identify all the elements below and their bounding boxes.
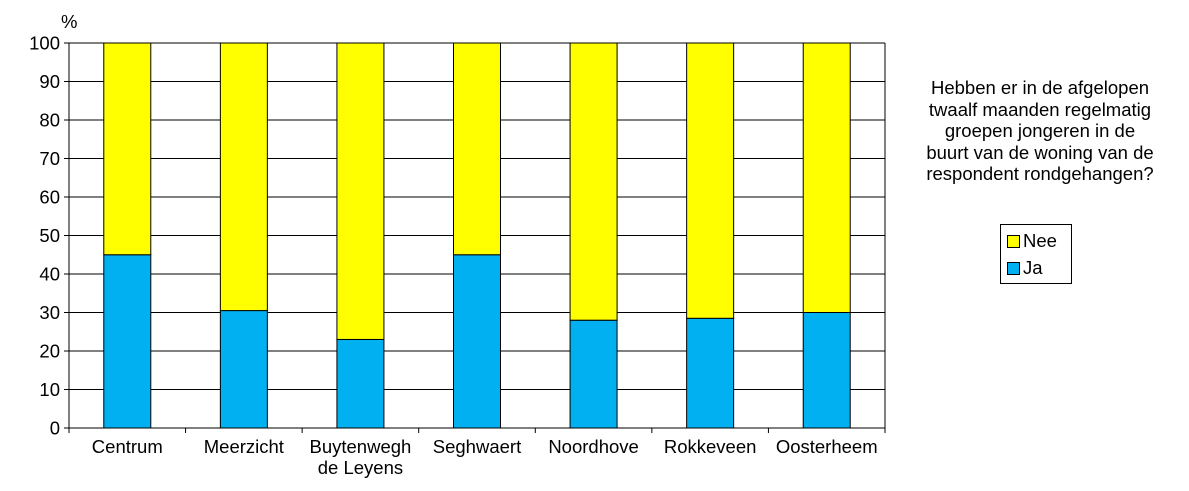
bar-ja-5 (569, 319, 618, 429)
axes (64, 42, 886, 433)
y-tick-label: 80 (39, 110, 60, 131)
x-tick-label: Oosterheem (776, 436, 878, 457)
y-tick-label: 40 (39, 264, 60, 285)
y-tick-label: 60 (39, 187, 60, 208)
legend-title: Hebben er in de afgelopen twaalf maanden… (926, 77, 1154, 184)
y-tick-label: 100 (29, 33, 60, 54)
legend-label-ja: Ja (1023, 257, 1043, 278)
y-tick-label: 10 (39, 379, 60, 400)
bar-nee-7 (802, 42, 851, 313)
bar-ja-6 (686, 317, 735, 429)
x-tick-label: Meerzicht (204, 436, 284, 457)
bar-nee-1 (103, 42, 152, 256)
bar-nee-5 (569, 42, 618, 321)
legend-swatch-nee (1007, 234, 1020, 248)
legend-item-nee: Nee (1007, 230, 1057, 252)
y-tick-label: 50 (39, 225, 60, 246)
bar-ja-4 (453, 254, 501, 429)
y-tick-label: 90 (39, 71, 60, 92)
bar-ja-3 (336, 338, 385, 429)
bar-nee-3 (336, 42, 385, 340)
x-tick-label: Seghwaert (433, 436, 521, 457)
legend: Nee Ja (1000, 224, 1072, 284)
bar-ja-1 (103, 254, 152, 429)
legend-item-ja: Ja (1007, 257, 1043, 279)
tick-labels: 0 10 20 30 40 50 60 70 80 90 100 Centrum Meerzicht Bu… (29, 33, 877, 479)
y-tick-label: 20 (39, 341, 60, 362)
x-tick-label: Noordhove (548, 436, 639, 457)
x-tick-label: Centrum (92, 436, 163, 457)
bar-ja-7 (802, 312, 851, 429)
x-tick-label: Rokkeveen (664, 436, 757, 457)
y-tick-label: 70 (39, 148, 60, 169)
y-tick-label: 30 (39, 302, 60, 323)
bar-nee-6 (686, 42, 735, 319)
legend-label-nee: Nee (1023, 230, 1057, 251)
legend-swatch-ja (1007, 261, 1020, 275)
y-axis-unit-label: % (61, 11, 77, 32)
bar-ja-2 (219, 310, 268, 429)
bar-nee-2 (219, 42, 268, 312)
y-tick-label: 0 (50, 418, 60, 439)
bar-nee-4 (453, 42, 501, 256)
x-tick-label: Buytenwegh de Leyens (310, 436, 412, 478)
